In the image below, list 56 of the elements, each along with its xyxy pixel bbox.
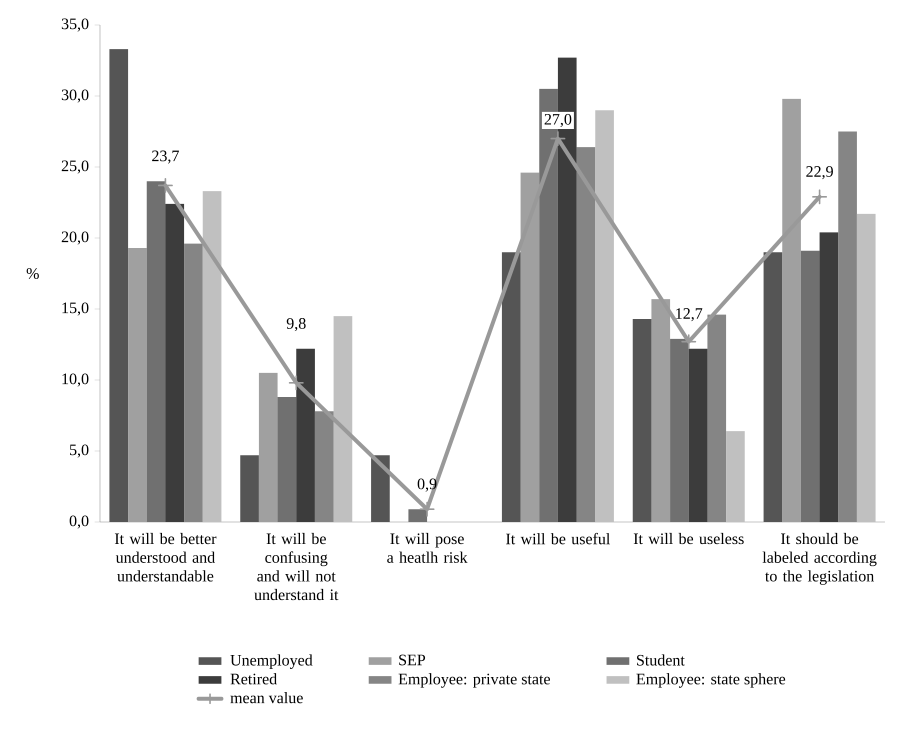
point (158, 178, 173, 193)
legend-label: mean value (230, 692, 303, 704)
legend-label: Student (637, 654, 685, 666)
y-tick-label: 5,0 (70, 444, 88, 458)
x-tick-label: It will pose a heatlh risk (387, 532, 468, 563)
y-axis-title: % (26, 268, 39, 279)
bar (408, 509, 428, 522)
data-label: 23,7 (152, 150, 179, 164)
y-tick-label: 30,0 (62, 89, 88, 103)
bar (670, 338, 689, 522)
bar (128, 248, 147, 522)
bar (595, 110, 614, 522)
x-tick-label: It will be better understood and understandable (114, 532, 216, 582)
bar (334, 316, 352, 522)
y-tick-label: 0,0 (70, 515, 88, 529)
point (681, 334, 696, 350)
bar (258, 372, 278, 522)
data-label: 9,8 (286, 318, 306, 332)
legend-label: Employee: private state (398, 673, 550, 688)
bar (278, 397, 296, 522)
data-label: 27,0 (544, 114, 572, 128)
legend-label: SEP (399, 654, 426, 666)
bar (296, 348, 315, 522)
bar (856, 214, 876, 522)
legend-label: Employee: state sphere (636, 673, 786, 688)
bar (202, 191, 222, 522)
point (288, 375, 304, 390)
y-tick-label: 35,0 (62, 18, 88, 32)
point (812, 189, 828, 204)
x-tick-label: It will be useful (506, 532, 610, 544)
bar (764, 252, 782, 522)
x-tick-label: It will be confusing and will not understand it (254, 532, 338, 600)
point (550, 131, 566, 146)
bar (146, 181, 166, 522)
bar (688, 348, 708, 522)
bar (165, 204, 184, 522)
bar (632, 318, 652, 522)
bar (371, 455, 390, 522)
data-label: 0,9 (418, 478, 436, 492)
bar (800, 250, 820, 522)
y-tick-label: 25,0 (62, 160, 88, 174)
data-label: 12,7 (676, 308, 702, 322)
x-tick-label: It should be labeled according to the legislation (762, 532, 877, 585)
bar (240, 455, 259, 522)
data-label: 22,9 (806, 166, 833, 180)
legend-label: Unemployed (230, 654, 313, 669)
point (420, 502, 435, 517)
y-tick-label: 20,0 (62, 231, 88, 245)
bar (502, 252, 521, 522)
x-tick-label: It will be useless (634, 532, 744, 544)
bar (726, 431, 745, 522)
bar (820, 232, 838, 522)
bar (109, 49, 128, 522)
y-tick-label: 15,0 (62, 302, 88, 316)
y-tick-label: 10,0 (62, 373, 88, 387)
legend-label: Retired (230, 673, 277, 684)
